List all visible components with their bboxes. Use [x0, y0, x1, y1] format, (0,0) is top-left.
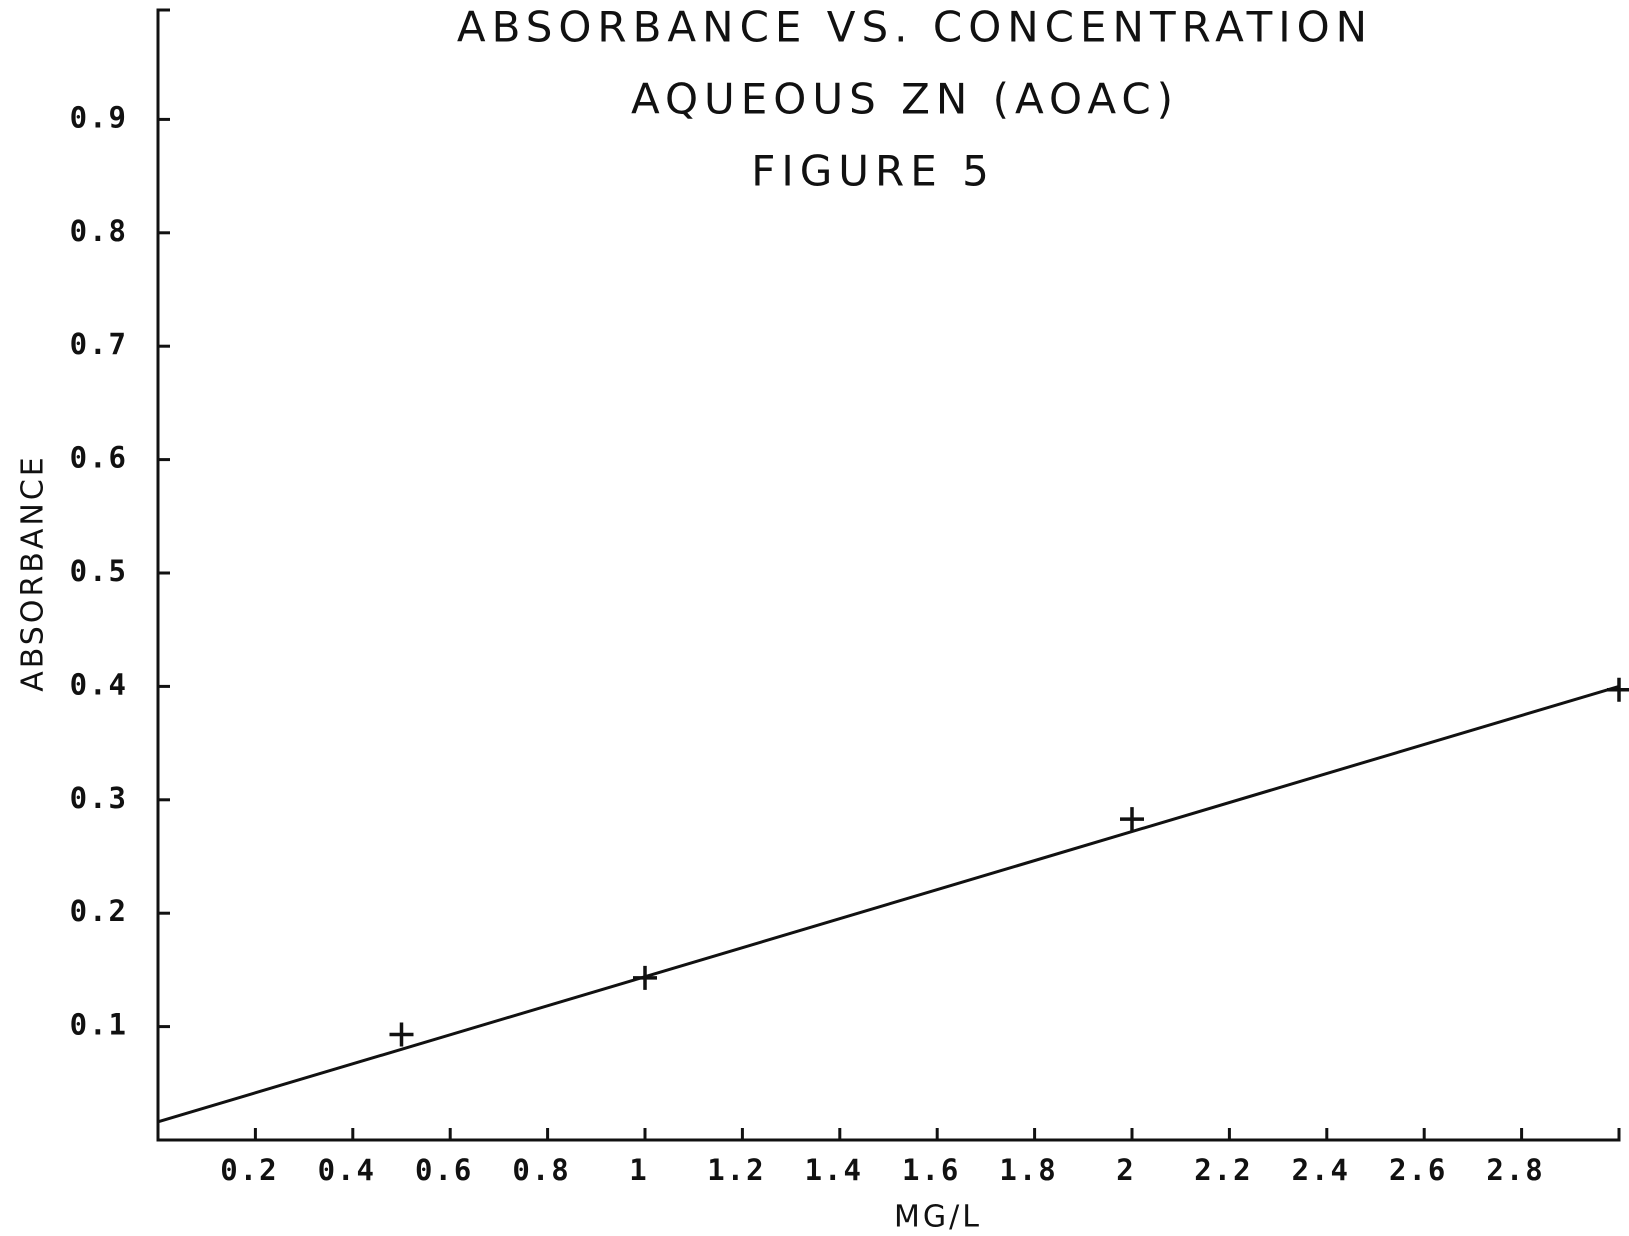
y-tick-label: 0.9 — [70, 100, 128, 134]
chart-subtitle: FIGURE 5 — [751, 147, 995, 196]
y-tick-label: 0.1 — [70, 1008, 128, 1042]
x-tick-label: 1.2 — [707, 1153, 765, 1187]
y-tick-label: 0.5 — [70, 554, 128, 588]
data-point — [389, 1022, 414, 1047]
x-tick-label: 1 — [629, 1153, 648, 1187]
y-axis-label: ABSORBANCE — [16, 454, 51, 692]
x-tick-label: 1.8 — [999, 1153, 1057, 1187]
chart-title: ABSORBANCE VS. CONCENTRATION — [457, 3, 1373, 52]
y-tick-label: 0.2 — [70, 894, 128, 928]
x-tick-label: 0.2 — [220, 1153, 278, 1187]
x-axis-label: MG/L — [894, 1200, 982, 1235]
x-tick-label: 2.2 — [1194, 1153, 1252, 1187]
x-tick-label: 0.6 — [415, 1153, 473, 1187]
x-tick-label: 2.6 — [1389, 1153, 1447, 1187]
x-tick-label: 2.8 — [1486, 1153, 1544, 1187]
x-tick-label: 1.4 — [805, 1153, 863, 1187]
x-tick-label: 2.4 — [1292, 1153, 1350, 1187]
chart-subtitle: AQUEOUS ZN (AOAC) — [631, 75, 1179, 124]
x-tick-label: 0.4 — [318, 1153, 376, 1187]
y-tick-label: 0.4 — [70, 667, 128, 701]
y-tick-label: 0.8 — [70, 214, 128, 248]
fit-line — [157, 684, 1620, 1124]
axis — [156, 8, 1621, 1142]
x-tick-label: 2 — [1116, 1153, 1135, 1187]
x-tick-label: 0.8 — [512, 1153, 570, 1187]
y-tick-label: 0.6 — [70, 441, 128, 475]
x-tick-label: 1.6 — [902, 1153, 960, 1187]
data-point — [1120, 807, 1144, 832]
y-tick-label: 0.3 — [70, 781, 128, 815]
y-tick-label: 0.7 — [70, 327, 128, 361]
